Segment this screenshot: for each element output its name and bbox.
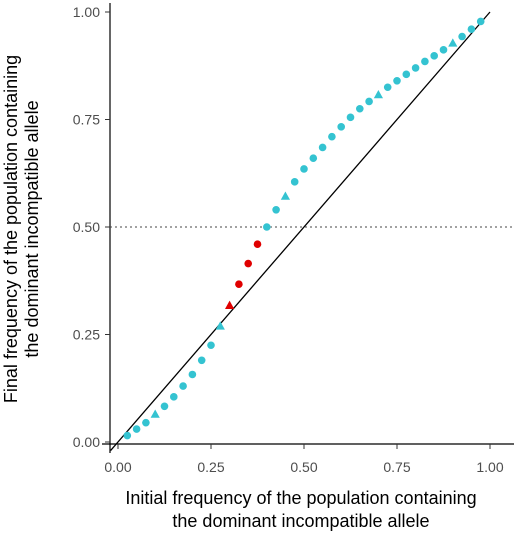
x-axis-title-line-1: Initial frequency of the population cont… <box>125 488 476 508</box>
y-tick-label: 0.50 <box>73 219 100 235</box>
data-point-circle <box>179 382 187 390</box>
axis-ticks: 0.00 0.25 0.50 0.75 1.00 0.00 0.25 0.50 0.75 1.00 <box>73 4 504 475</box>
data-point-circle <box>458 32 466 41</box>
data-point-circle <box>439 46 448 54</box>
y-axis-title-line-1: Final frequency of the population contai… <box>1 55 21 403</box>
data-point-circle <box>188 370 197 379</box>
data-point-triangle <box>225 300 235 309</box>
data-point-circle <box>132 425 141 433</box>
x-tick-label: 1.00 <box>476 459 503 475</box>
x-tick-label: 0.75 <box>383 459 410 475</box>
data-point-circle <box>235 280 243 288</box>
data-point-circle <box>318 143 327 152</box>
y-tick-label: 1.00 <box>73 4 100 20</box>
x-axis-title-line-2: the dominant incompatible allele <box>172 511 429 531</box>
data-point-circle <box>290 178 299 186</box>
data-point-circle <box>337 123 346 131</box>
data-point-triangle <box>280 191 290 200</box>
x-tick-label: 0.00 <box>104 459 131 475</box>
data-point-circle <box>197 356 206 365</box>
plot-area: 0.00 0.25 0.50 0.75 1.00 0.00 0.25 0.50 0.75 1.00 <box>73 3 514 475</box>
reference-lines <box>110 11 514 452</box>
y-tick-label: 0.25 <box>73 327 100 343</box>
data-point-circle <box>411 64 420 72</box>
data-point-triangle <box>373 89 383 99</box>
data-point-circle <box>309 154 318 162</box>
data-points <box>123 17 485 440</box>
data-point-circle <box>467 25 476 33</box>
data-point-triangle <box>150 409 160 418</box>
data-point-circle <box>263 223 271 231</box>
data-point-circle <box>356 104 364 113</box>
y-tick-label: 0.75 <box>73 112 100 128</box>
data-point-circle <box>346 113 355 122</box>
data-point-circle <box>476 17 485 26</box>
data-point-circle <box>421 57 429 66</box>
y-axis-title-line-2: the dominant incompatible allele <box>22 100 42 357</box>
data-point-circle <box>253 240 262 248</box>
data-point-circle <box>430 52 439 60</box>
data-point-circle <box>393 77 401 85</box>
data-point-circle <box>160 402 169 411</box>
data-point-triangle <box>448 38 458 47</box>
data-point-circle <box>207 341 215 350</box>
data-point-circle <box>142 418 150 427</box>
y-tick-label: 0.00 <box>73 434 100 450</box>
identity-line <box>110 11 491 452</box>
x-tick-label: 0.50 <box>290 459 317 475</box>
data-point-circle <box>272 206 280 214</box>
data-point-circle <box>402 70 411 79</box>
data-point-circle <box>123 431 132 440</box>
data-point-circle <box>244 259 252 268</box>
data-point-circle <box>383 83 392 92</box>
data-point-triangle <box>215 321 225 330</box>
data-point-circle <box>328 132 336 141</box>
data-point-circle <box>170 393 178 401</box>
data-point-circle <box>300 165 308 173</box>
x-tick-label: 0.25 <box>197 459 224 475</box>
data-point-circle <box>365 97 373 106</box>
